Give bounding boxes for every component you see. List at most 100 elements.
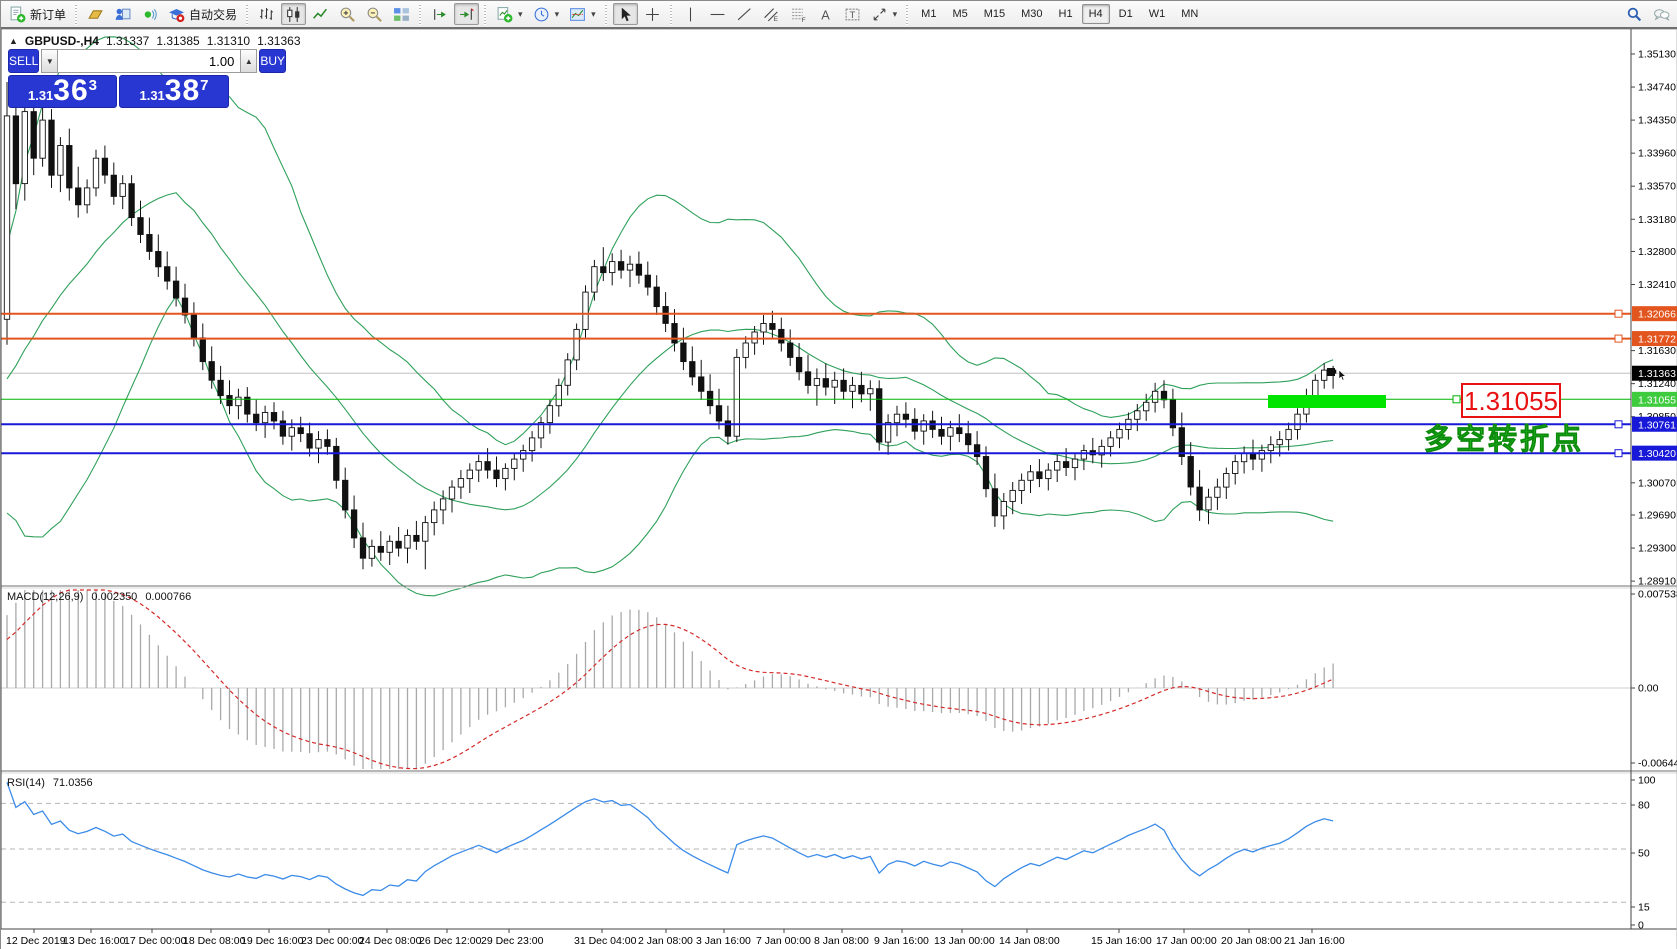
time-tick-label: 15 Jan 16:00: [1091, 935, 1152, 947]
profile-button[interactable]: [83, 3, 108, 25]
zoom-in-button[interactable]: [335, 3, 360, 25]
timeframe-d1-button[interactable]: D1: [1118, 8, 1133, 20]
chat-button[interactable]: [1649, 3, 1674, 25]
toolbar-separator: [905, 3, 911, 25]
auto-scroll-button[interactable]: [454, 3, 480, 25]
price-badge: 1.31055: [1632, 391, 1677, 407]
timeframe-h4-button[interactable]: H4: [1081, 4, 1110, 24]
chart-shift-button[interactable]: [427, 3, 452, 25]
cursor-icon: [617, 6, 634, 23]
bars-chart-icon: [258, 6, 275, 23]
fibonacci-button[interactable]: F: [786, 3, 811, 25]
toolbar-separator: [603, 3, 609, 25]
highlight-zone[interactable]: [1268, 395, 1386, 408]
svg-text:1.31772: 1.31772: [1638, 334, 1676, 346]
sell-button[interactable]: SELL: [8, 49, 40, 73]
timeframe-m5-button[interactable]: M5: [952, 8, 968, 20]
macd-label: MACD(12,26,9) 0.002350 0.000766: [7, 591, 191, 603]
timeframe-h1-button[interactable]: H1: [1058, 8, 1073, 20]
zoom-out-button[interactable]: [362, 3, 387, 25]
sound-button[interactable]: [137, 3, 162, 25]
line-handle[interactable]: [1614, 334, 1623, 343]
add-indicator-button[interactable]: ▾: [492, 3, 527, 25]
horizontal-level-line[interactable]: [1, 309, 1631, 318]
buy-price-sup: 7: [200, 77, 209, 94]
time-tick-label: 29 Dec 23:00: [481, 935, 544, 947]
period-button[interactable]: ▾: [529, 3, 564, 25]
auto-scroll-icon: [458, 6, 475, 23]
crosshair-button[interactable]: [640, 3, 665, 25]
buy-price-display[interactable]: 1.31 38 7: [119, 75, 229, 108]
sell-price-display[interactable]: 1.31 36 3: [8, 75, 117, 108]
candles-chart-button[interactable]: [281, 3, 307, 25]
vertical-line-button[interactable]: [678, 3, 703, 25]
timeframe-mn-button[interactable]: MN: [1181, 8, 1199, 20]
trend-line-button[interactable]: [732, 3, 757, 25]
rsi-panel[interactable]: [1, 782, 1631, 903]
object-anchor-marker[interactable]: [1327, 368, 1335, 376]
chevron-down-icon[interactable]: ▾: [554, 8, 560, 19]
price-tick-label: 1.34740: [1638, 82, 1676, 94]
svg-text:1.32066: 1.32066: [1638, 309, 1676, 321]
main-toolbar: 新订单 自动交易 ▾ ▾ ▾ E F A T ▾ M1 M5 M15 M30 H1 H4 D1 W1 MN: [1, 1, 1677, 29]
timeframe-m1-button[interactable]: M1: [921, 8, 937, 20]
svg-text:1.31055: 1.31055: [1638, 394, 1676, 406]
horizontal-level-line[interactable]: [1, 449, 1631, 458]
chevron-down-icon[interactable]: ▾: [591, 8, 596, 19]
text-label-icon: T: [844, 6, 861, 23]
sell-price-sup: 3: [88, 77, 98, 94]
time-tick-label: 23 Dec 00:00: [301, 935, 364, 947]
tile-windows-button[interactable]: [389, 3, 414, 25]
line-chart-button[interactable]: [308, 3, 333, 25]
chevron-down-icon[interactable]: ▾: [892, 8, 898, 19]
chevron-down-icon[interactable]: ▾: [518, 8, 523, 19]
time-tick-label: 7 Jan 00:00: [756, 935, 811, 947]
price-tick-label: 1.29690: [1638, 510, 1676, 522]
auto-trading-button[interactable]: 自动交易: [164, 3, 241, 25]
text-label-button[interactable]: T: [840, 3, 865, 25]
pivot-note-text[interactable]: 多空转折点: [1424, 422, 1584, 457]
time-tick-label: 13 Jan 00:00: [934, 935, 995, 947]
period-icon: [533, 6, 550, 23]
toolbar-separator: [74, 3, 80, 25]
buy-button[interactable]: BUY: [259, 49, 287, 73]
price-tick-label: 1.33570: [1638, 181, 1676, 193]
volume-increase-button[interactable]: ▲: [240, 49, 258, 73]
svg-text:1.30420: 1.30420: [1638, 448, 1676, 460]
chart-canvas[interactable]: 1.31055 多空转折点 1.35130 1.34740 1.34350 1.33960…: [1, 29, 1677, 949]
new-order-button[interactable]: 新订单: [5, 3, 70, 25]
horizontal-level-line[interactable]: [1, 420, 1631, 429]
toolbar-separator: [483, 3, 489, 25]
bars-chart-button[interactable]: [254, 3, 279, 25]
svg-text:1.30761: 1.30761: [1638, 419, 1676, 431]
time-tick-label: 9 Jan 16:00: [874, 935, 929, 947]
timeframe-m15-button[interactable]: M15: [983, 8, 1006, 20]
market-watch-button[interactable]: [110, 3, 135, 25]
price-axis[interactable]: 1.35130 1.34740 1.34350 1.33960 1.33570 1.331…: [1631, 49, 1677, 588]
indicator-axis-label: 15: [1638, 902, 1650, 914]
volume-decrease-button[interactable]: ▼: [41, 49, 59, 73]
search-button[interactable]: [1622, 3, 1647, 25]
candles-layer[interactable]: [3, 82, 1337, 570]
collapse-chart-icon[interactable]: ▲: [9, 36, 18, 46]
horizontal-line-button[interactable]: [705, 3, 730, 25]
cursor-button[interactable]: [612, 3, 638, 25]
shapes-icon: [871, 6, 888, 23]
timeframe-w1-button[interactable]: W1: [1148, 8, 1166, 20]
horizontal-level-line[interactable]: [1, 334, 1631, 343]
timeframe-m30-button[interactable]: M30: [1021, 8, 1043, 20]
macd-panel[interactable]: [1, 589, 1631, 770]
shapes-button[interactable]: ▾: [867, 3, 902, 25]
line-handle[interactable]: [1452, 395, 1461, 404]
line-handle[interactable]: [1614, 449, 1623, 458]
text-button[interactable]: A: [813, 3, 838, 25]
time-tick-label: 8 Jan 08:00: [814, 935, 869, 947]
channel-button[interactable]: E: [759, 3, 784, 25]
templates-button[interactable]: ▾: [565, 3, 600, 25]
line-handle[interactable]: [1614, 420, 1623, 429]
volume-input[interactable]: [58, 49, 241, 73]
indicator-axis-label: 80: [1638, 800, 1650, 812]
level-annotation[interactable]: 1.31055: [1461, 383, 1561, 418]
line-handle[interactable]: [1614, 309, 1623, 318]
